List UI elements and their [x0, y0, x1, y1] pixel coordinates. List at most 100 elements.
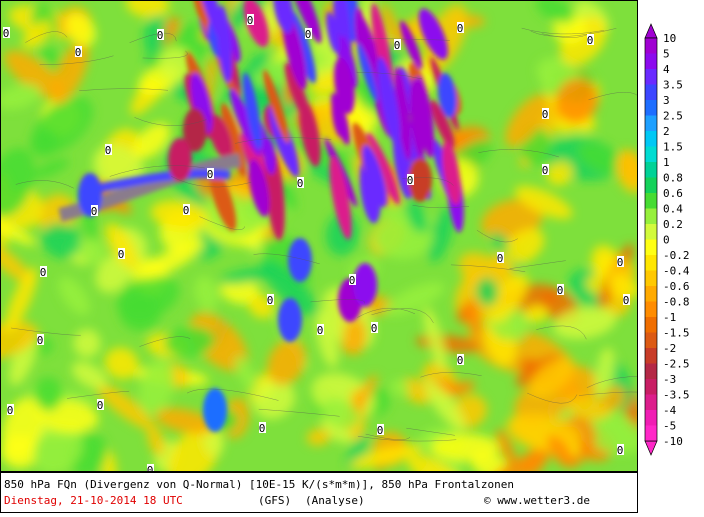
- contour-labels: 0 0 0 0 0 0 0 0 0 0 0 0 0 0 0 0 0 0 0 0 0 0 0 0 0 0 0 0 0 0 0 0 0 0: [3, 14, 630, 477]
- contour-line: [171, 176, 252, 188]
- legend-label: 3: [663, 94, 670, 107]
- contour-line: [588, 92, 638, 101]
- contour-line: [586, 376, 638, 388]
- field-patch: [383, 282, 445, 316]
- contour-line: [25, 31, 68, 43]
- field-patch: [164, 326, 215, 358]
- field-patch: [496, 428, 517, 468]
- field-patch: [4, 50, 64, 100]
- legend-label: 0: [663, 234, 670, 247]
- streak: [418, 8, 448, 60]
- streak: [183, 108, 207, 152]
- field-patch: [150, 200, 208, 230]
- label-bg: [247, 14, 254, 25]
- label-bg: [557, 284, 564, 295]
- contour-label: 0: [75, 46, 82, 59]
- streak: [263, 69, 290, 144]
- streak: [286, 0, 322, 44]
- streak: [208, 114, 233, 161]
- legend-frame: [644, 37, 658, 442]
- field-patch: [4, 267, 38, 334]
- label-bg: [617, 444, 624, 455]
- field-patch: [104, 347, 139, 380]
- contour-label: 0: [542, 108, 549, 121]
- field-patch: [616, 149, 638, 194]
- legend-label: 2: [663, 125, 670, 138]
- contour-label: 0: [557, 284, 564, 297]
- map-frame: [0, 0, 638, 472]
- field-patch: [116, 275, 180, 320]
- legend-label: -0.8: [663, 296, 690, 309]
- legend-swatch: [645, 100, 657, 116]
- field-patch: [390, 379, 411, 397]
- contour-label: 0: [317, 324, 324, 337]
- field-patch: [22, 20, 52, 50]
- label-bg: [147, 464, 154, 472]
- contour-label: 0: [497, 252, 504, 265]
- legend-label: -2.5: [663, 358, 690, 371]
- field-patch: [321, 398, 360, 429]
- contour-label: 0: [118, 248, 125, 261]
- contour-label: 0: [207, 168, 214, 181]
- label-bg: [377, 424, 384, 435]
- field-patch: [514, 185, 573, 219]
- label-bg: [37, 334, 44, 345]
- streak: [278, 298, 302, 342]
- contour-line: [527, 392, 578, 404]
- legend-swatch: [645, 255, 657, 271]
- field-patch: [405, 199, 428, 233]
- field-patch: [349, 444, 422, 469]
- field-patch: [73, 329, 101, 358]
- field-patch: [58, 276, 90, 316]
- contour-label: 0: [40, 266, 47, 279]
- label-bg: [105, 144, 112, 155]
- contour-line: [476, 230, 518, 243]
- contour-line: [450, 264, 526, 272]
- legend-label: 5: [663, 48, 670, 61]
- contour-label: 0: [457, 354, 464, 367]
- label-bg: [91, 205, 98, 216]
- streak: [209, 167, 237, 232]
- legend-label: -3: [663, 373, 676, 386]
- field-patch: [37, 194, 76, 234]
- field-patch: [143, 15, 167, 55]
- legend-label: 0.4: [663, 203, 683, 216]
- streak: [326, 11, 340, 53]
- legend-label: -0.6: [663, 280, 690, 293]
- streak: [263, 137, 276, 175]
- label-bg: [617, 256, 624, 267]
- streak: [430, 99, 455, 148]
- streak: [299, 100, 321, 167]
- contour-label: 0: [305, 28, 312, 41]
- map: 0 0 0 0 0 0 0 0 0 0 0 0 0 0 0 0 0 0 0 0 0 0 0 0 0 0 0 0 0 0 0 0 0 0: [0, 0, 638, 477]
- field-patch: [345, 435, 369, 469]
- streak: [409, 78, 425, 160]
- legend-swatch: [645, 317, 657, 333]
- label-bg: [457, 22, 464, 33]
- contour-label: 0: [349, 274, 356, 287]
- contour-label: 0: [247, 14, 254, 27]
- field-patch: [261, 259, 318, 317]
- legend-label: 0.8: [663, 172, 683, 185]
- field-patch: [234, 355, 257, 392]
- field-patch: [343, 317, 367, 356]
- streak: [273, 0, 294, 34]
- streak: [168, 138, 192, 182]
- contour-line: [357, 435, 457, 442]
- contour-line: [357, 307, 416, 318]
- field-patch: [553, 306, 617, 340]
- streak: [333, 57, 355, 114]
- streak: [437, 72, 457, 118]
- field-patch: [125, 0, 170, 18]
- contour-line: [109, 165, 205, 177]
- contour-label: 0: [371, 322, 378, 335]
- field-patch: [524, 305, 549, 323]
- legend-label: 3.5: [663, 79, 683, 92]
- contour-label: 0: [147, 464, 154, 477]
- field-patch: [476, 277, 499, 306]
- legend-label: -0.4: [663, 265, 690, 278]
- field-patch: [189, 312, 248, 372]
- field-patch: [555, 78, 599, 124]
- caption-run: (Analyse): [305, 494, 365, 507]
- legend-swatch: [645, 270, 657, 286]
